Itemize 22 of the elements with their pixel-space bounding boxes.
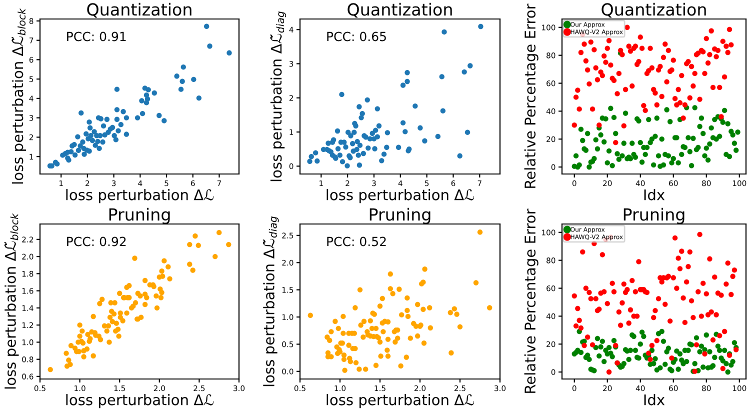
chart-title: Pruning — [370, 208, 430, 224]
chart-title: Pruning — [624, 208, 684, 224]
y-axis-title: loss perturbation Δℒ̃$_{block}$ — [4, 213, 19, 389]
x-axis-title: loss perturbation Δℒ — [66, 189, 214, 204]
x-axis-title: loss perturbation Δℒ — [66, 394, 214, 408]
x-axis-title: Idx — [644, 189, 665, 200]
x-axis-title: loss perturbation Δℒ — [326, 189, 474, 204]
annotation: PCC: 0.92 — [67, 236, 126, 246]
chart-title: Pruning — [109, 208, 170, 224]
y-axis-title: Relative Percentage Error — [524, 4, 538, 188]
annotation: PCC: 0.52 — [327, 236, 386, 246]
x-axis-title: loss perturbation Δℒ — [326, 394, 474, 408]
annotation: PCC: 0.91 — [67, 32, 126, 42]
chart-title: Quantization — [602, 2, 706, 18]
chart-title: Quantization — [348, 2, 452, 18]
y-axis-title: loss perturbation Δℒ̃$_{diag}$ — [262, 216, 279, 386]
chart-title: Quantization — [87, 2, 192, 18]
annotation: PCC: 0.65 — [327, 32, 386, 42]
y-axis-title: loss perturbation Δℒ̃$_{diag}$ — [270, 11, 286, 182]
x-axis-title: Idx — [644, 394, 665, 406]
y-axis-title: Relative Percentage Error — [524, 208, 538, 393]
y-axis-title: loss perturbation Δℒ̃$_{block}$ — [12, 8, 26, 184]
